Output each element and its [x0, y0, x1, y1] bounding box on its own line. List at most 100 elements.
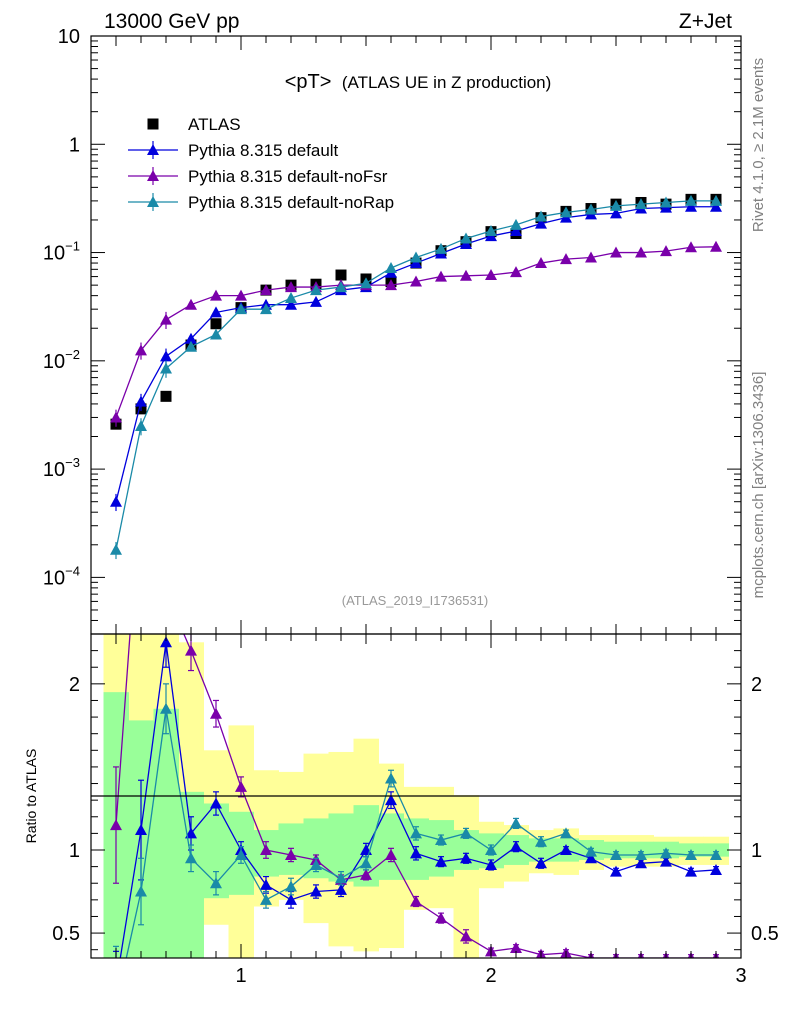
- ratio-point-default: [435, 855, 447, 867]
- point-noFsr: [510, 266, 522, 278]
- ratio-point-noRap: [310, 858, 322, 870]
- plot-title-sub: (ATLAS UE in Z production): [342, 73, 551, 92]
- point-noFsr: [385, 279, 397, 291]
- ratio-point-noFsr: [410, 895, 422, 907]
- main-y-tick-label: 10−2: [43, 347, 80, 373]
- header-left: 13000 GeV pp: [104, 10, 239, 33]
- band-inner-bin: [378, 813, 404, 880]
- series-line-noFsr: [115, 246, 717, 418]
- ratio-point-default: [285, 893, 297, 905]
- ratio-point-noFsr: [185, 644, 197, 656]
- ratio-point-noFsr: [460, 930, 472, 942]
- point-default: [460, 237, 472, 249]
- point-default: [710, 200, 722, 212]
- point-default: [210, 306, 222, 318]
- band-inner-bin: [153, 708, 179, 958]
- ratio-point-noRap: [710, 848, 722, 860]
- main-y-tick-label: 1: [69, 134, 80, 156]
- ratio-point-default: [385, 794, 397, 806]
- point-noFsr: [185, 298, 197, 310]
- ratio-point-noFsr: [260, 844, 272, 855]
- ratio-y-tick-label-right: 2: [751, 674, 762, 696]
- point-noFsr: [660, 245, 672, 257]
- band-inner-bin: [428, 820, 454, 877]
- point-noFsr: [260, 284, 272, 296]
- legend: ATLAS Pythia 8.315 default Pythia 8.315 de…: [128, 115, 394, 212]
- main-y-tick-label: 10: [58, 26, 80, 48]
- point-noRap: [610, 199, 622, 211]
- point-noRap: [585, 203, 597, 215]
- ratio-point-noFsr: [285, 848, 297, 860]
- point-noFsr: [285, 281, 297, 293]
- point-noFsr: [610, 246, 622, 258]
- ratio-point-noFsr: [435, 912, 447, 924]
- ratio-point-noRap: [585, 845, 597, 857]
- ratio-point-noRap: [535, 835, 547, 847]
- main-y-tick-label: 10−4: [43, 563, 80, 589]
- ratio-point-noFsr: [360, 868, 372, 880]
- ratio-point-noFsr: [235, 780, 247, 792]
- ratio-point-default: [210, 797, 222, 809]
- point-noRap: [185, 340, 197, 352]
- point-noFsr: [710, 240, 722, 252]
- point-default: [310, 295, 322, 307]
- ratio-point-noFsr: [110, 819, 122, 831]
- ratio-point-noRap: [135, 885, 147, 897]
- point-noFsr: [535, 257, 547, 269]
- point-noFsr: [210, 289, 222, 301]
- legend-label-data: ATLAS: [188, 115, 241, 134]
- point-default: [160, 350, 172, 362]
- ratio-point-noRap: [335, 872, 347, 884]
- ratio-point-noRap: [110, 999, 122, 1010]
- point-noRap: [160, 362, 172, 374]
- point-noRap: [685, 194, 697, 206]
- point-noFsr: [435, 270, 447, 282]
- point-noFsr: [560, 253, 572, 265]
- ratio-point-default: [110, 979, 122, 990]
- ratio-point-noRap: [685, 848, 697, 860]
- ratio-point-noFsr: [160, 586, 172, 597]
- ratio-point-default: [335, 883, 347, 895]
- ratio-point-default: [160, 636, 172, 648]
- ratio-point-noRap: [410, 827, 422, 839]
- ratio-y-tick-label: 1: [69, 840, 80, 862]
- point-noFsr: [110, 411, 122, 423]
- ratio-point-default: [560, 844, 572, 855]
- ratio-point-noRap: [510, 817, 522, 829]
- legend-marker-noRap: [147, 196, 159, 207]
- point-data: [160, 390, 172, 402]
- point-noRap: [385, 262, 397, 274]
- ratio-point-default: [660, 855, 672, 867]
- point-default: [285, 298, 297, 310]
- ratio-x-tick-label: 1: [235, 965, 246, 987]
- ratio-point-noFsr: [510, 942, 522, 954]
- main-panel-series: [110, 193, 722, 560]
- series-line-default: [115, 206, 716, 502]
- ratio-y-tick-label-right: 0.5: [751, 923, 779, 945]
- main-y-tick-label: 10−1: [43, 239, 80, 265]
- ratio-point-default: [635, 857, 647, 869]
- point-noFsr: [460, 269, 472, 281]
- ratio-point-default: [135, 824, 147, 836]
- point-noRap: [660, 196, 672, 208]
- ratio-point-default: [260, 878, 272, 890]
- point-noRap: [635, 198, 647, 210]
- ratio-point-default: [185, 827, 197, 839]
- point-noRap: [285, 292, 297, 304]
- point-noFsr: [410, 275, 422, 287]
- ratio-point-default: [510, 840, 522, 852]
- ratio-point-noFsr: [135, 478, 147, 489]
- band-inner-bin: [328, 813, 354, 882]
- point-noRap: [360, 277, 372, 289]
- point-noRap: [135, 420, 147, 432]
- ratio-point-noFsr: [210, 707, 222, 719]
- legend-label-default: Pythia 8.315 default: [188, 141, 339, 160]
- analysis-id: (ATLAS_2019_I1736531): [342, 593, 488, 608]
- point-noRap: [260, 303, 272, 315]
- point-noRap: [460, 232, 472, 244]
- point-default: [685, 200, 697, 212]
- legend-marker-default: [147, 144, 159, 155]
- ratio-point-noRap: [360, 857, 372, 869]
- ratio-point-noRap: [635, 848, 647, 860]
- point-noRap: [210, 328, 222, 340]
